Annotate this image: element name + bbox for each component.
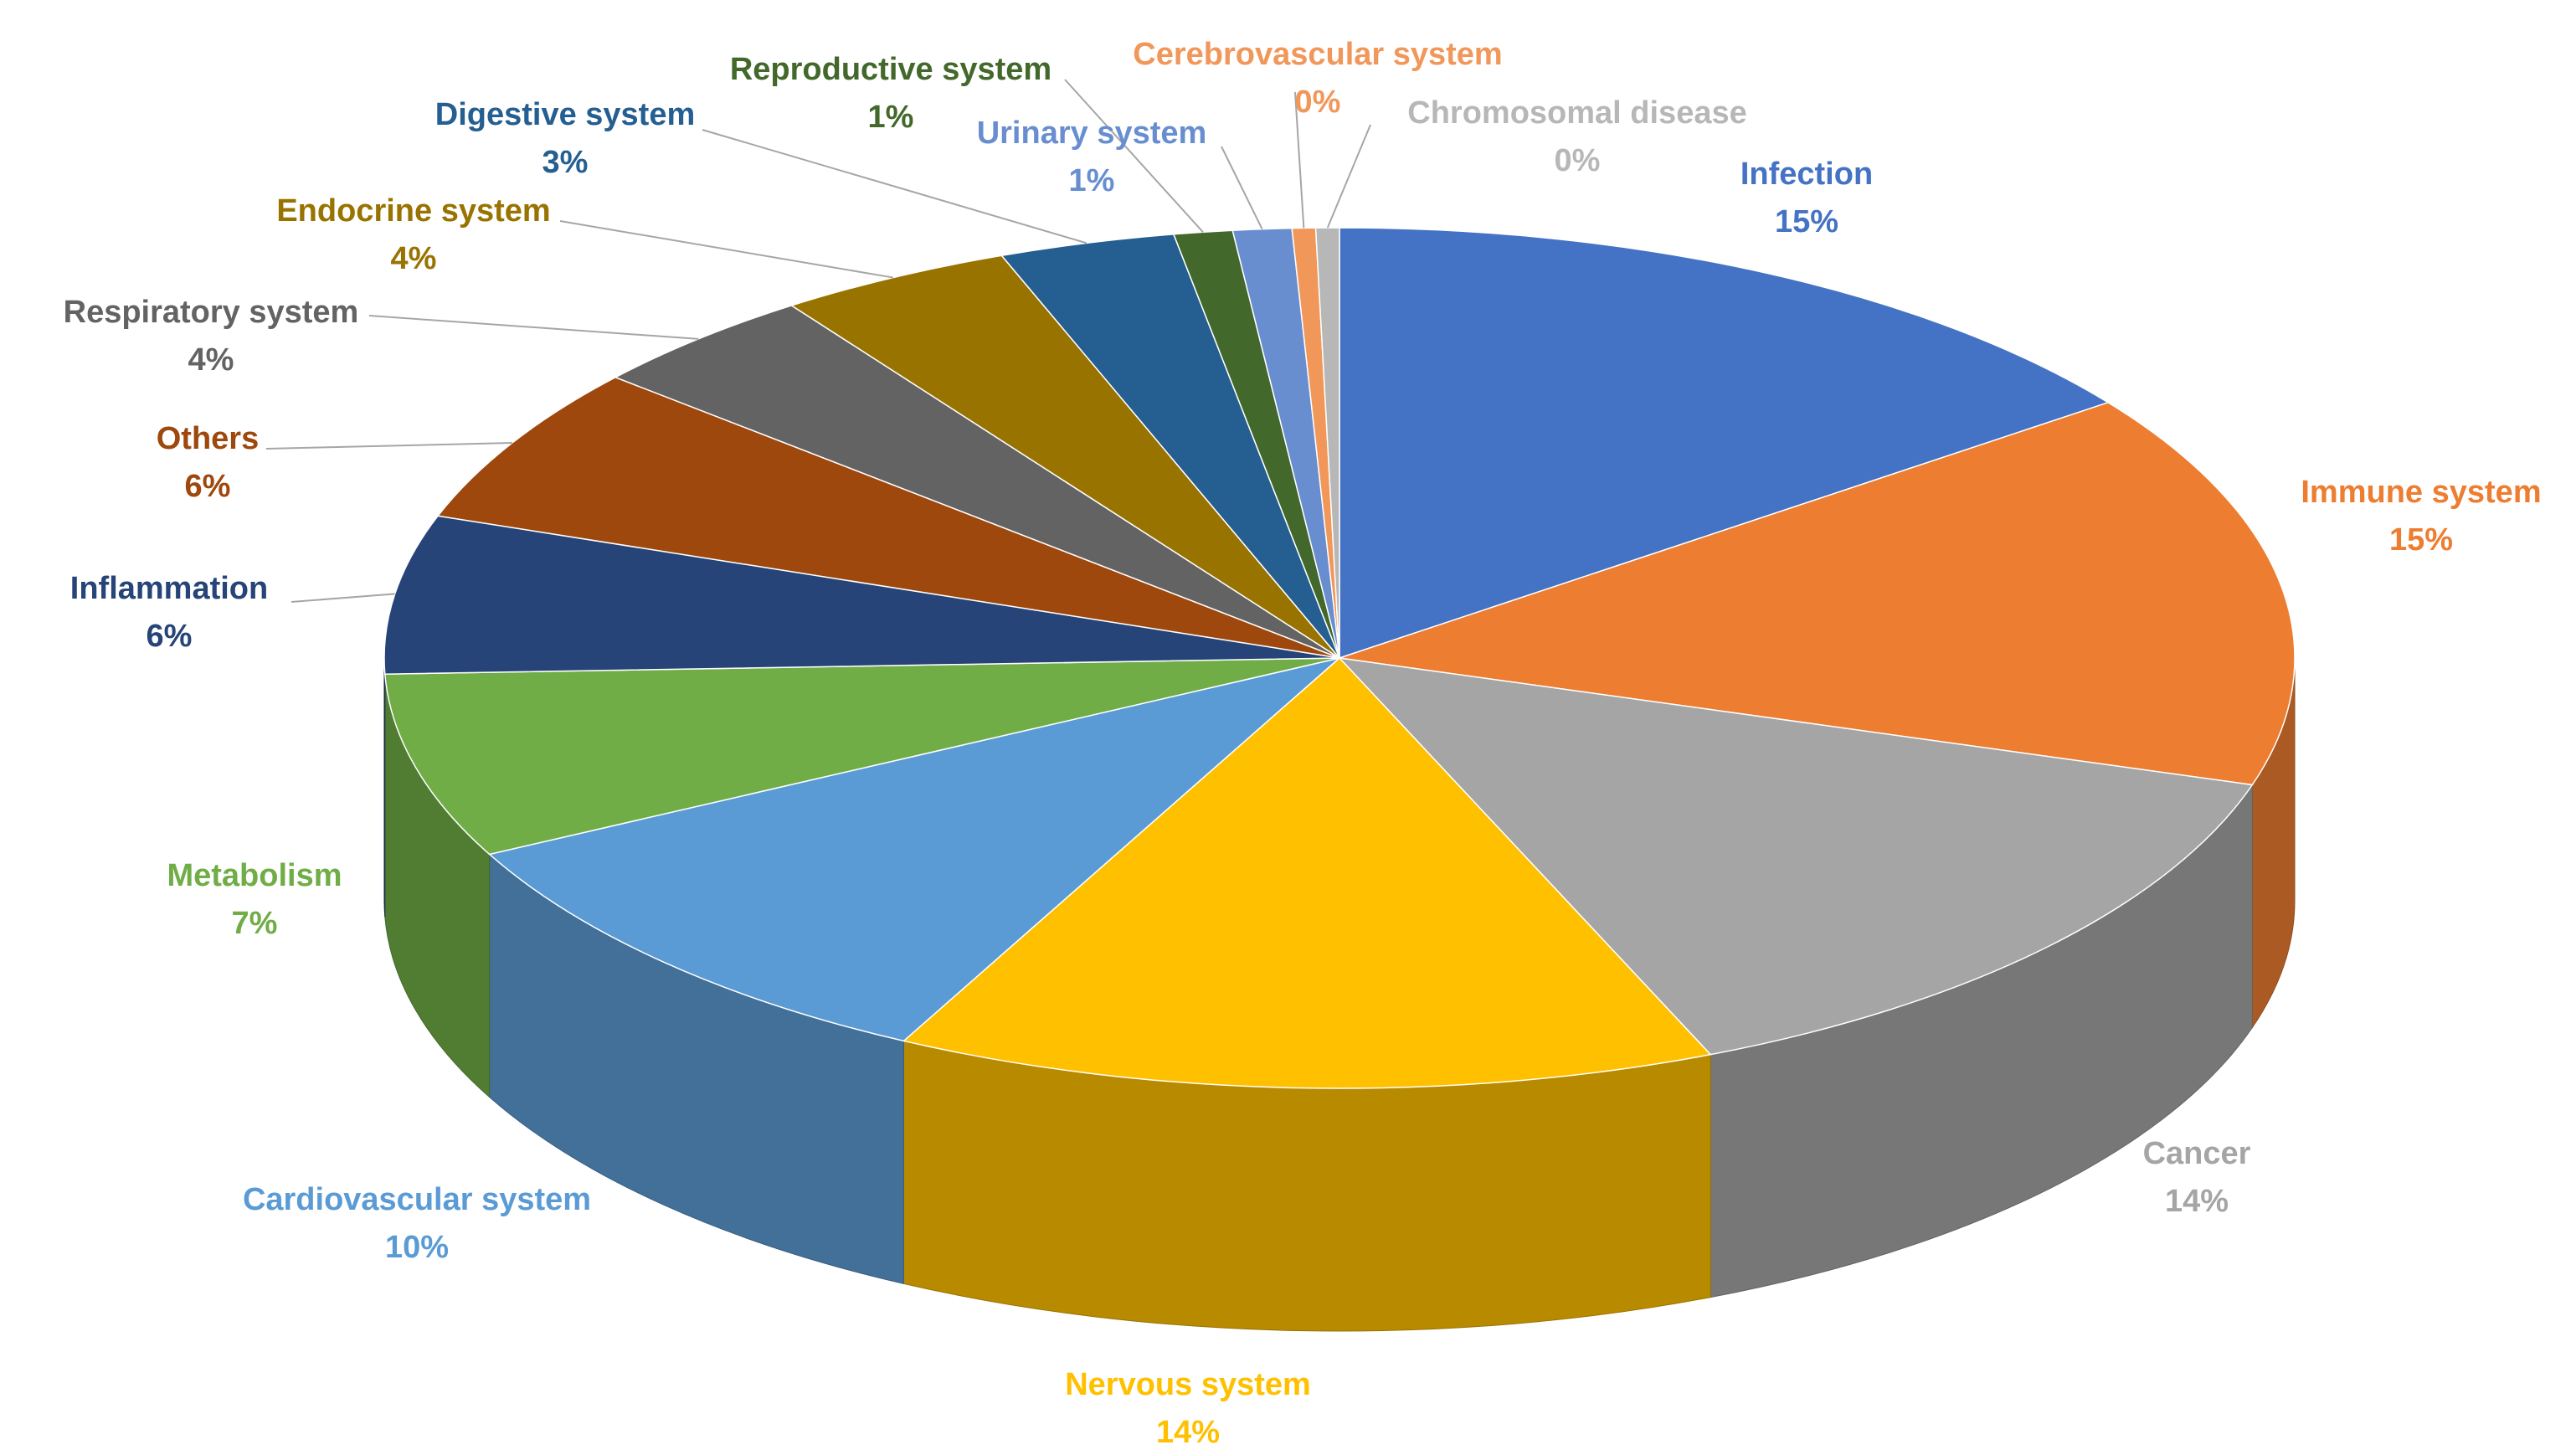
data-label-value: 1%: [1069, 163, 1115, 198]
slice: [614, 305, 1340, 659]
slice: [488, 657, 1340, 1042]
data-label-value: 0%: [1295, 85, 1341, 120]
slice: [902, 656, 1712, 1089]
data-label-value: 6%: [185, 469, 231, 504]
slice: [1338, 656, 2254, 1056]
data-label-name: Cardiovascular system: [243, 1182, 591, 1217]
data-label-name: Digestive system: [435, 97, 696, 132]
leader-line: [1326, 124, 1371, 229]
leader-line: [559, 220, 894, 279]
data-label-value: 15%: [1775, 204, 1838, 239]
data-label-value: 14%: [2165, 1184, 2229, 1219]
data-label-name: Infection: [1740, 157, 1873, 192]
slice: [1339, 401, 2296, 786]
data-label-name: Nervous system: [1065, 1367, 1311, 1402]
data-label-name: Metabolism: [167, 858, 342, 893]
data-label-name: Respiratory system: [64, 295, 359, 330]
data-label-name: Endocrine system: [276, 193, 550, 229]
data-label-value: 7%: [232, 906, 278, 941]
data-label-value: 0%: [1555, 143, 1601, 178]
leader-line: [265, 442, 512, 450]
data-label-value: 14%: [1156, 1415, 1220, 1450]
data-label-value: 4%: [391, 241, 437, 276]
slice: [1339, 227, 2110, 660]
data-label-name: Reproductive system: [730, 52, 1051, 87]
leader-line: [702, 129, 1087, 244]
data-label-name: Others: [157, 421, 259, 456]
slice: [1314, 227, 1340, 659]
slice: [383, 515, 1340, 675]
data-label-value: 3%: [542, 145, 589, 180]
data-label-value: 4%: [188, 342, 234, 378]
data-label-name: Immune system: [2301, 475, 2541, 510]
leader-line: [291, 593, 395, 603]
data-label-name: Chromosomal disease: [1407, 95, 1746, 131]
slice: [789, 254, 1340, 659]
data-label-value: 10%: [385, 1230, 449, 1265]
data-label-value: 1%: [868, 100, 914, 135]
leader-line: [368, 315, 699, 340]
data-label-name: Urinary system: [977, 116, 1207, 151]
leader-line: [1064, 79, 1204, 233]
slice-side: [383, 657, 386, 918]
data-label-name: Inflammation: [70, 571, 268, 606]
data-label-value: 15%: [2389, 522, 2453, 558]
data-label-name: Cancer: [2143, 1136, 2251, 1171]
data-label-value: 6%: [147, 619, 193, 654]
data-label-name: Cerebrovascular system: [1133, 37, 1502, 72]
leader-line: [1221, 146, 1263, 230]
leader-line: [1294, 91, 1305, 229]
slice: [383, 657, 1340, 856]
